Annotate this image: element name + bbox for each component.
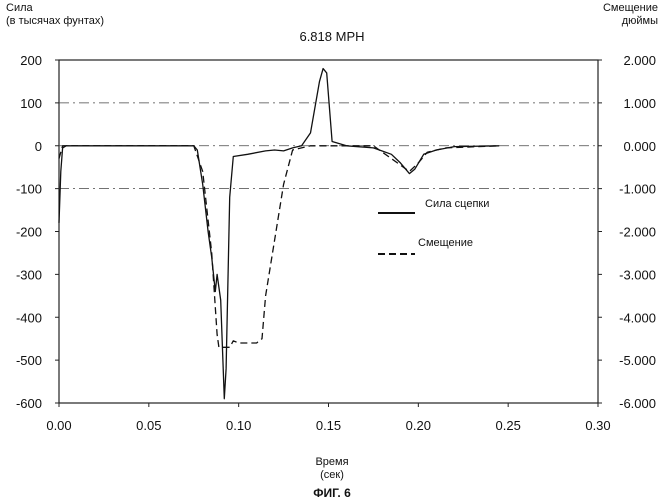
y-tick-label: -600 [16,396,42,411]
x-axis-label-line1: Время [0,456,664,469]
y2-tick-label: -3.000 [619,267,656,282]
y-tick-label: -200 [16,225,42,240]
x-tick-label: 0.30 [585,418,610,433]
y-tick-label: -300 [16,267,42,282]
y-tick-label: 0 [35,139,42,154]
x-tick-label: 0.15 [316,418,341,433]
legend-label-displacement: Смещение [418,237,473,249]
y-tick-label: 100 [20,96,42,111]
y2-tick-label: -4.000 [619,310,656,325]
y2-tick-label: 2.000 [623,53,656,68]
y-tick-label: 200 [20,53,42,68]
y2-tick-label: 1.000 [623,96,656,111]
x-tick-label: 0.20 [406,418,431,433]
x-tick-label: 0.25 [496,418,521,433]
x-tick-label: 0.00 [46,418,71,433]
x-tick-label: 0.05 [136,418,161,433]
y-tick-label: -500 [16,353,42,368]
x-tick-label: 0.10 [226,418,251,433]
y-tick-label: -400 [16,310,42,325]
y2-tick-label: -6.000 [619,396,656,411]
series-line-force [59,69,499,399]
x-axis-label: Время (сек) [0,456,664,482]
y2-tick-label: -5.000 [619,353,656,368]
figure-caption: ФИГ. 6 [0,487,664,500]
chart-canvas: 200 100 0 -100 -200 -300 -400 -500 -600 2.000 1.00… [0,0,664,440]
y2-tick-label: -2.000 [619,225,656,240]
y2-tick-label: 0.000 [623,139,656,154]
y2-tick-label: -1.000 [619,182,656,197]
legend-label-force: Сила сцепки [425,198,489,210]
plot-frame [59,60,598,403]
y-tick-label: -100 [16,182,42,197]
x-axis-label-line2: (сек) [0,469,664,482]
